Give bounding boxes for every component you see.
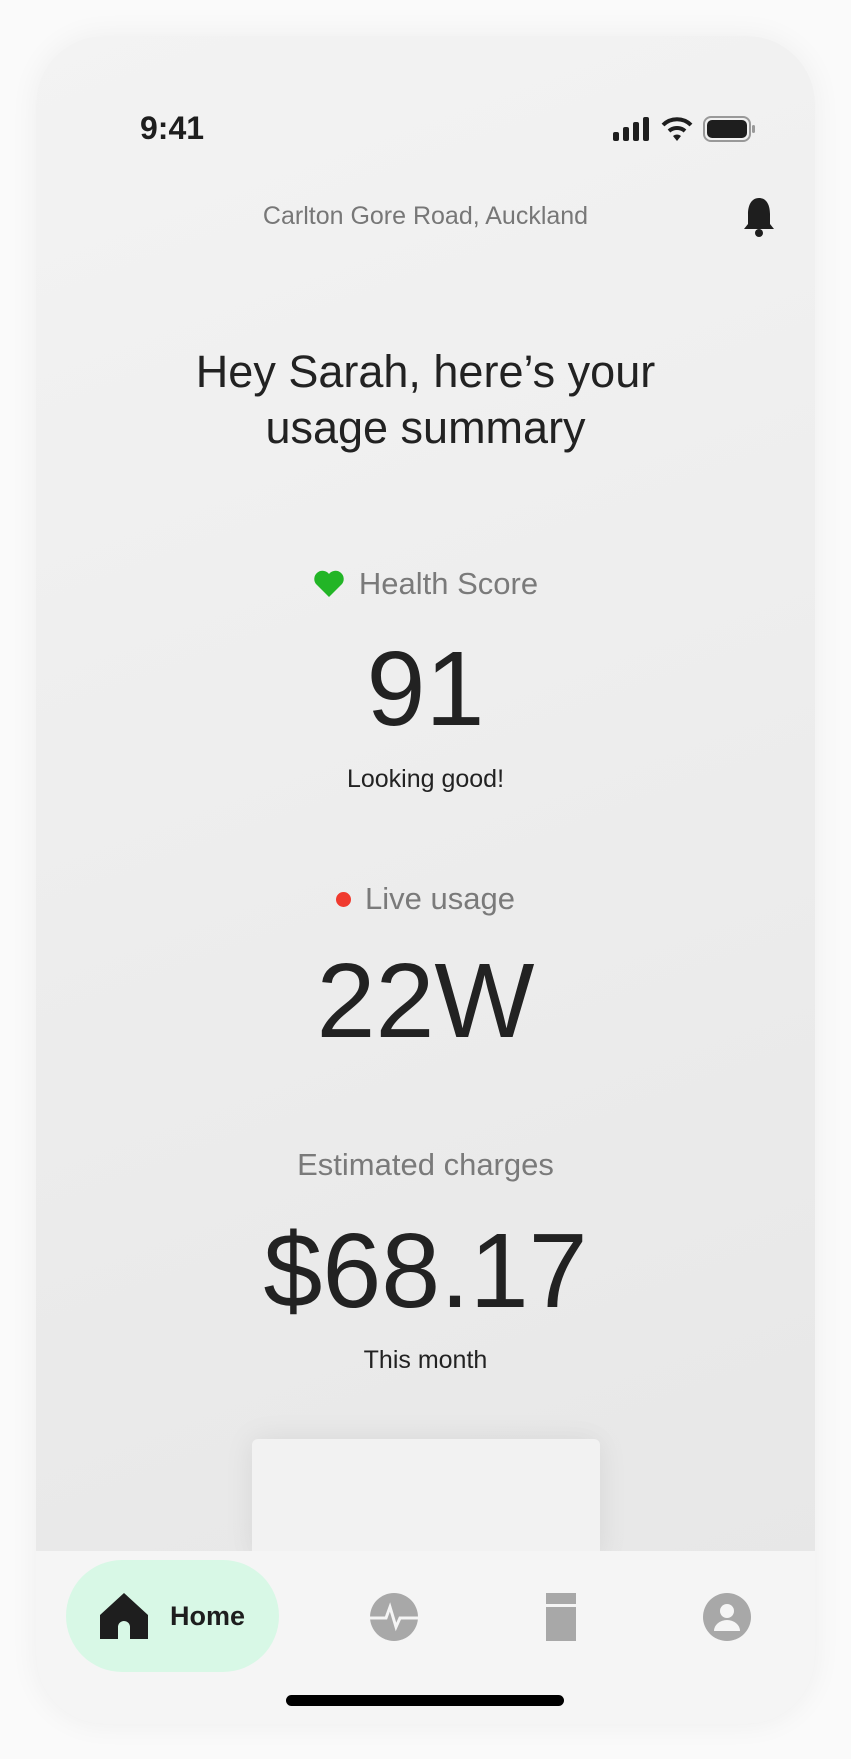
estimated-charges-label: Estimated charges — [297, 1147, 554, 1182]
health-caption: Looking good! — [346, 765, 505, 793]
summary-card[interactable] — [252, 1439, 600, 1559]
title-line-1: Hey Sarah, here’s your — [195, 346, 656, 397]
heart-icon — [314, 570, 344, 597]
live-usage-value: 22W — [316, 942, 535, 1060]
phone-screen: 9:41 Carlton Gore Road, Auckland Hey Sar… — [36, 36, 815, 1724]
live-dot-icon — [336, 891, 352, 907]
charges-caption: This month — [363, 1346, 488, 1374]
profile-icon[interactable] — [703, 1593, 751, 1641]
wifi-icon — [661, 117, 693, 141]
title-line-2: usage summary — [265, 402, 586, 453]
nav-home-label: Home — [169, 1600, 245, 1631]
device-icon[interactable] — [546, 1593, 576, 1641]
signal-icon — [613, 117, 649, 141]
home-indicator[interactable] — [286, 1695, 564, 1706]
location-label[interactable]: Carlton Gore Road, Auckland — [262, 202, 589, 230]
nav-home[interactable]: Home — [66, 1560, 279, 1672]
estimated-charges-value: $68.17 — [263, 1212, 588, 1330]
health-score-label: Health Score — [36, 566, 815, 602]
health-label-text: Health Score — [358, 566, 539, 601]
live-label-text: Live usage — [365, 881, 515, 916]
bell-icon[interactable] — [741, 196, 777, 238]
status-icons — [613, 116, 755, 142]
home-icon — [99, 1593, 148, 1639]
status-time: 9:41 — [140, 110, 205, 146]
live-usage-label: Live usage — [36, 881, 815, 917]
page-title: Hey Sarah, here’s your usage summary — [36, 344, 815, 456]
activity-icon[interactable] — [370, 1593, 418, 1641]
battery-icon — [703, 116, 755, 142]
health-score-value: 91 — [366, 630, 485, 748]
